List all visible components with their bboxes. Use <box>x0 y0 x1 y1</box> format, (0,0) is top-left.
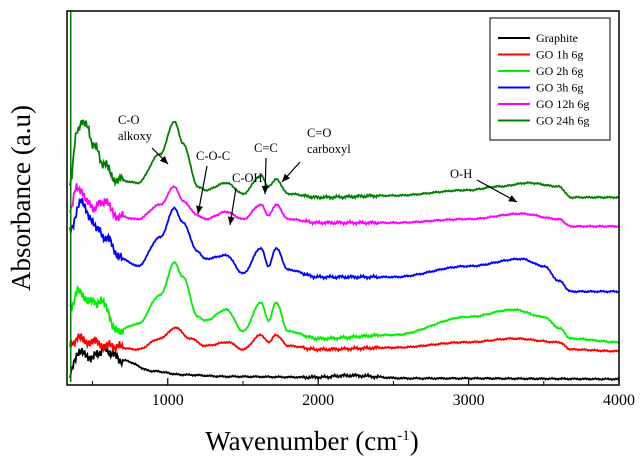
legend-label: GO 3h 6g <box>536 81 583 95</box>
arrow-head <box>508 195 517 202</box>
annotation-label: C=C <box>254 141 278 155</box>
x-ticks: 1000 2000 3000 4000 <box>92 378 635 409</box>
series-line <box>69 344 620 382</box>
annotation-label: C-O-C <box>196 149 230 163</box>
x-tick-label: 2000 <box>302 392 334 409</box>
series-line <box>69 119 620 201</box>
annotations: C-O alkoxy C-O-CC-OH C=C C=O carboxyl O-H <box>118 113 518 226</box>
series-line <box>69 326 620 354</box>
annotation-label: C-OH <box>232 171 263 185</box>
arrow-head <box>227 216 235 225</box>
arrow-head <box>159 155 168 164</box>
series-line <box>69 183 620 229</box>
annotation-label: alkoxy <box>118 129 153 143</box>
x-tick-label: 3000 <box>453 392 485 409</box>
series-line <box>69 260 620 345</box>
x-tick-label: 4000 <box>603 392 635 409</box>
legend-label: GO 12h 6g <box>536 97 589 111</box>
legend-label: Graphite <box>536 31 578 45</box>
annotation-arrow <box>197 165 208 215</box>
legend-label: GO 24h 6g <box>536 114 589 128</box>
legend-label: GO 1h 6g <box>536 48 583 62</box>
annotation-label: C=O <box>307 126 331 140</box>
arrow-head <box>196 205 203 214</box>
annotation-label: O-H <box>450 167 472 181</box>
y-axis-title: Absorbance (a.u) <box>6 105 36 291</box>
axes <box>66 10 620 386</box>
arrow-head <box>282 173 290 182</box>
plot-lines <box>69 11 620 382</box>
legend-label: GO 2h 6g <box>536 64 583 78</box>
series-line <box>69 197 620 294</box>
x-tick-label: 1000 <box>152 392 184 409</box>
annotation-label: C-O <box>118 113 140 127</box>
annotation-label: carboxyl <box>307 142 351 156</box>
x-axis-title: Wavenumber (cm-1) <box>205 426 419 456</box>
legend: Graphite GO 1h 6g GO 2h 6g GO 3h 6g GO 12h 6… <box>489 17 611 141</box>
arrow-head <box>261 185 269 194</box>
plot-frame <box>66 10 620 386</box>
